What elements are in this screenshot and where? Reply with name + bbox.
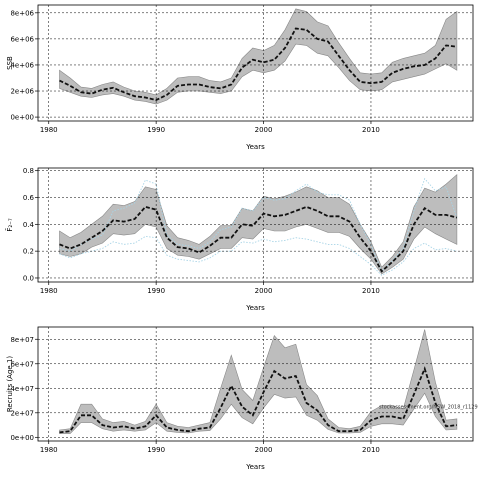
fbar-xtick-label-1980: 1980 (40, 287, 58, 295)
fbar-ytick-label-3: 0.6 (23, 194, 35, 202)
ssb-ytick-label-3: 6e+06 (10, 35, 34, 43)
fbar-xtick-label-2010: 2010 (362, 287, 380, 295)
recruits-xtick-label-2010: 2010 (362, 446, 380, 454)
ssb-panel: 1980 1990 2000 2010 0e+00 2e+06 4e+06 6e+06 8e+0… (6, 4, 474, 151)
recruits-estimate-line (59, 366, 457, 434)
recruits-panel: 1980 1990 2000 2010 0e+00 2e+07 4e+07 6e+07 8e+0… (6, 326, 474, 471)
recruits-xtick-label-1990: 1990 (147, 446, 165, 454)
ssb-xtick-label-2010: 2010 (362, 126, 380, 134)
ssb-xtick-label-2000: 2000 (255, 126, 273, 134)
recruits-xtick-label-1980: 1980 (40, 446, 58, 454)
recruits-ci-band (59, 329, 458, 434)
recruits-ytick-label-0: 0e+00 (10, 434, 34, 442)
fbar-xtick-label-2000: 2000 (255, 287, 273, 295)
ssb-y-axis-title: SSB (6, 56, 14, 70)
fbar-ytick-label-0: 0.0 (23, 274, 34, 282)
ssb-estimate-line (59, 27, 458, 102)
fbar-dotted-lower-line (59, 235, 458, 276)
ssb-xtick-label-1980: 1980 (40, 126, 58, 134)
ssb-ytick-label-1: 2e+06 (10, 88, 34, 96)
fbar-ytick-label-4: 0.8 (23, 167, 34, 175)
fbar-plot-frame (37, 167, 474, 283)
recruits-ytick-label-3: 6e+07 (10, 360, 34, 368)
recruits-x-axis-title: Years (245, 463, 265, 471)
fbar-estimate-line (59, 205, 458, 273)
ssb-ytick-label-0: 0e+00 (10, 114, 34, 122)
fbar-panel: 1980 1990 2000 2010 0.0 0.2 0.4 0.6 0.8 Years F̄₂₋… (5, 167, 474, 312)
recruits-ytick-label-4: 8e+07 (10, 336, 34, 344)
fbar-xtick-label-1990: 1990 (147, 287, 165, 295)
fbar-ytick-label-2: 0.4 (23, 221, 35, 229)
recruits-y-axis-title: Recruits (Age 1) (6, 356, 14, 413)
ssb-plot-frame (37, 4, 474, 122)
ssb-x-axis-title: Years (245, 143, 265, 151)
fbar-y-axis-title: F̄₂₋₇ (5, 218, 14, 232)
fbar-x-axis-title: Years (245, 304, 265, 312)
ssb-ytick-label-2: 4e+06 (10, 61, 34, 69)
fbar-ytick-label-1: 0.2 (23, 248, 34, 256)
recruits-plot-frame (37, 326, 474, 442)
recruits-xtick-label-2000: 2000 (255, 446, 273, 454)
ssb-xtick-label-1990: 1990 (147, 126, 165, 134)
credit-text: stockassessment.org/NSW_2018_r1129 (379, 405, 478, 411)
recruits-ytick-label-1: 2e+07 (10, 409, 34, 417)
recruits-ytick-label-2: 4e+07 (10, 385, 34, 393)
ssb-ytick-label-4: 8e+06 (10, 9, 34, 17)
